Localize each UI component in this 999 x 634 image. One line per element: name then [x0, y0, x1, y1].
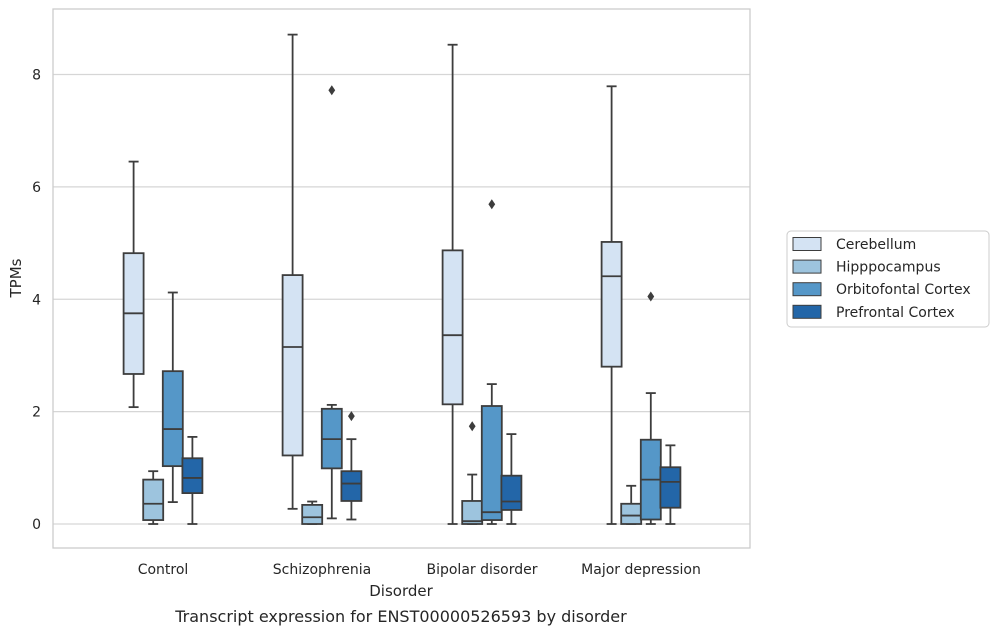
- x-tick-label: Bipolar disorder: [426, 562, 537, 578]
- box-0-3: [181, 436, 204, 525]
- box-1-0: [281, 33, 304, 510]
- legend-swatch: [792, 304, 822, 319]
- legend-swatch: [792, 237, 822, 251]
- y-tick-label: 8: [32, 68, 41, 84]
- box-2-1: [461, 421, 484, 525]
- outlier-point: [468, 421, 476, 432]
- y-tick-label: 4: [32, 292, 41, 308]
- legend-label: Cerebellum: [836, 237, 916, 253]
- box-3-2: [639, 291, 662, 525]
- iqr-box: [620, 502, 643, 525]
- x-axis-title: Disorder: [369, 582, 433, 600]
- iqr-box: [500, 474, 523, 511]
- legend: Cerebellum Hipppocampus Orbitofontal Corte…: [786, 230, 990, 328]
- x-tick-label: Control: [138, 562, 189, 578]
- box-1-3: [340, 411, 363, 521]
- y-axis-title: TPMs: [7, 258, 25, 298]
- iqr-box: [181, 457, 204, 494]
- boxes-layer: [122, 33, 682, 525]
- legend-swatch: [792, 259, 822, 274]
- y-tick-label: 6: [32, 180, 41, 196]
- legend-label: Hipppocampus: [836, 260, 941, 276]
- iqr-box: [142, 478, 165, 521]
- iqr-box: [659, 466, 682, 509]
- iqr-box: [480, 405, 503, 521]
- box-3-0: [600, 85, 623, 525]
- box-2-0: [441, 43, 464, 525]
- figure-caption: Transcript expression for ENST0000052659…: [174, 607, 627, 626]
- x-tick-label: Schizophrenia: [273, 562, 371, 578]
- y-tick-label: 2: [32, 405, 41, 421]
- box-0-0: [122, 160, 145, 409]
- box-2-3: [500, 433, 523, 525]
- iqr-box: [281, 274, 304, 457]
- outlier-point: [647, 291, 655, 302]
- box-3-3: [659, 444, 682, 525]
- y-tick-label: 0: [32, 517, 41, 533]
- iqr-box: [301, 503, 324, 525]
- y-tick-labels: 0 2 4 6 8: [32, 68, 41, 534]
- plot-frame: [52, 8, 751, 549]
- outlier-point: [328, 85, 336, 96]
- iqr-box: [340, 470, 363, 502]
- legend-frame: [786, 230, 990, 328]
- outlier-point: [348, 411, 355, 422]
- iqr-box: [161, 370, 184, 468]
- box-0-2: [161, 291, 184, 503]
- x-tick-labels: Control Schizophrenia Bipolar disorder Majo…: [138, 562, 701, 578]
- x-tick-label: Major depression: [581, 562, 701, 578]
- box-2-2: [480, 199, 503, 525]
- box-1-2: [320, 85, 343, 520]
- iqr-box: [600, 241, 623, 368]
- legend-label: Orbitofontal Cortex: [836, 282, 971, 298]
- outlier-point: [488, 199, 496, 210]
- legend-swatch: [792, 282, 822, 297]
- box-3-1: [620, 484, 643, 525]
- iqr-box: [441, 249, 464, 406]
- box-1-1: [301, 500, 324, 525]
- box-0-1: [142, 470, 165, 525]
- legend-label: Prefrontal Cortex: [836, 305, 955, 321]
